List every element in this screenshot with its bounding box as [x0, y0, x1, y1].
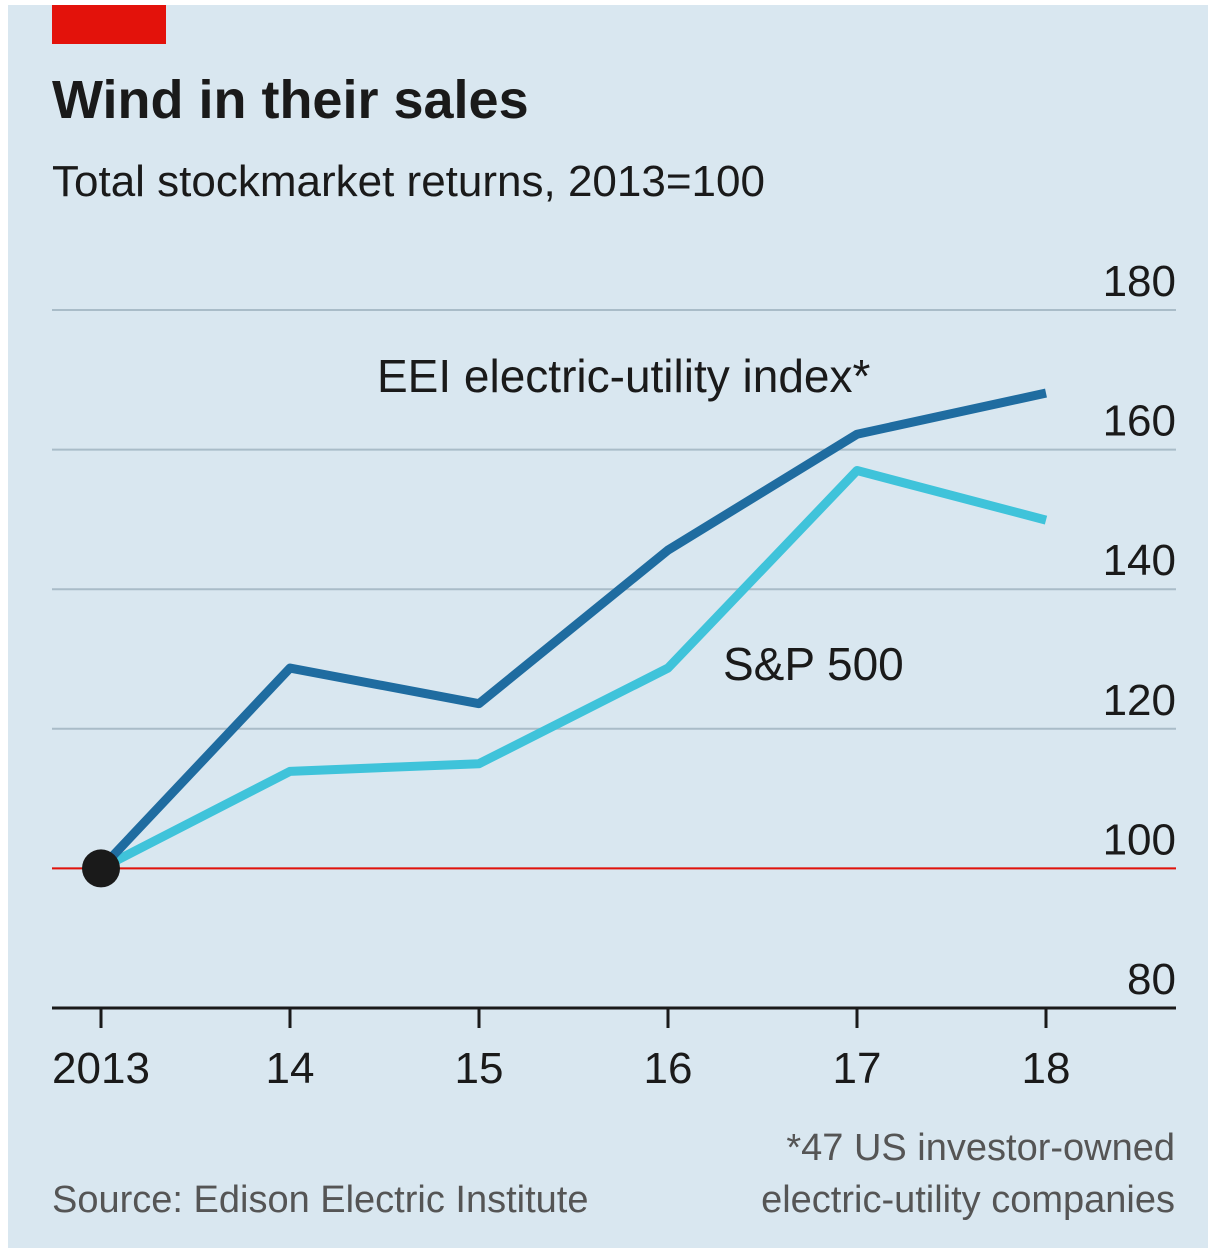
line-series [98, 466, 1048, 873]
x-tick-label: 18 [1022, 1044, 1071, 1093]
chart-subtitle: Total stockmarket returns, 2013=100 [52, 157, 765, 206]
footnote: *47 US investor-owned [786, 1127, 1175, 1169]
line-series [97, 388, 1047, 872]
source: Source: Edison Electric Institute [52, 1179, 588, 1221]
series-label: EEI electric-utility index* [377, 350, 870, 402]
chart-title: Wind in their sales [52, 70, 529, 130]
x-tick-label: 2013 [52, 1044, 150, 1093]
y-tick-label: 80 [1127, 955, 1176, 1004]
x-tick-label: 16 [644, 1044, 693, 1093]
background [8, 5, 1208, 1248]
x-tick-label: 15 [455, 1044, 504, 1093]
y-tick-label: 160 [1103, 397, 1176, 446]
series-label: S&P 500 [723, 638, 904, 690]
y-tick-label: 140 [1103, 536, 1176, 585]
x-tick-label: 14 [266, 1044, 315, 1093]
x-tick-label: 17 [833, 1044, 882, 1093]
footnote: electric-utility companies [761, 1179, 1175, 1221]
y-tick-label: 120 [1103, 676, 1176, 725]
red-tag [52, 5, 166, 44]
y-tick-label: 100 [1103, 815, 1176, 864]
y-tick-label: 180 [1103, 257, 1176, 306]
start-dot [82, 849, 120, 888]
